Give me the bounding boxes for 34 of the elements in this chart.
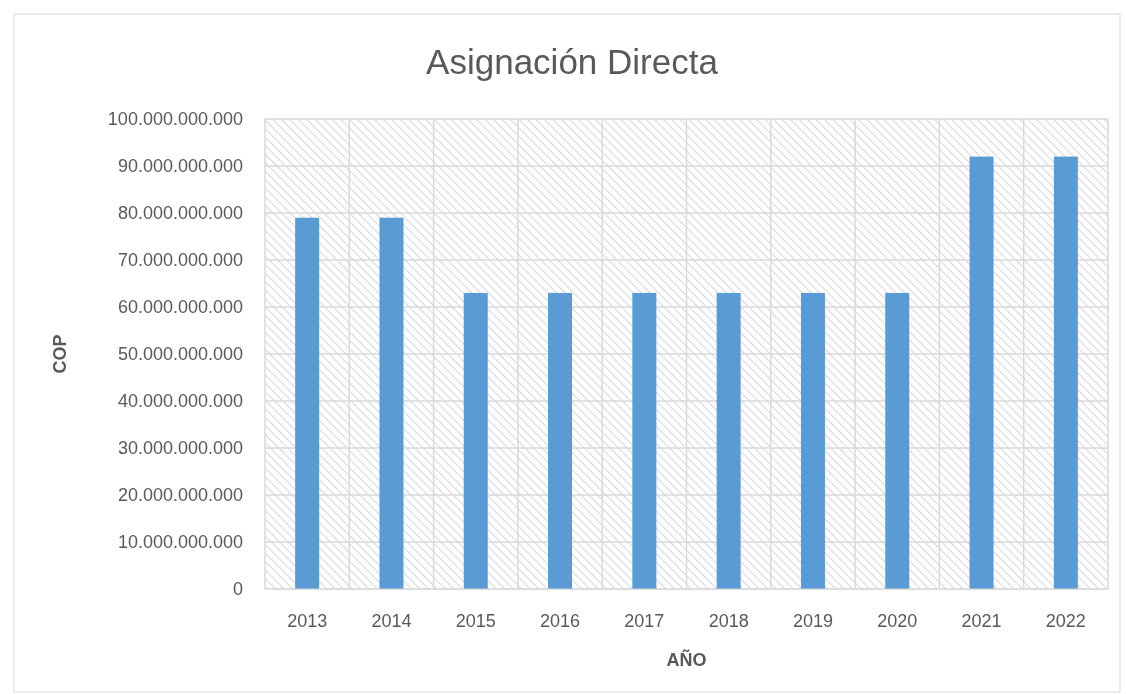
bar <box>379 217 404 589</box>
bar <box>716 292 741 589</box>
x-tick-label: 2017 <box>624 611 665 631</box>
y-tick-label: 50.000.000.000 <box>117 344 243 365</box>
x-tick-label: 2015 <box>455 611 496 631</box>
y-tick-label: 100.000.000.000 <box>107 109 243 130</box>
bar <box>1053 156 1078 589</box>
x-tick-label: 2019 <box>792 611 833 631</box>
y-tick-label: 80.000.000.000 <box>117 203 243 224</box>
y-axis-title: COP <box>50 334 70 374</box>
bar <box>969 156 994 589</box>
y-tick-label: 0 <box>232 579 243 600</box>
x-axis-title: AÑO <box>666 649 707 670</box>
y-tick-label: 10.000.000.000 <box>117 532 243 553</box>
chart-title: Asignación Directa <box>426 42 719 81</box>
bar <box>548 292 573 589</box>
y-tick-label: 70.000.000.000 <box>117 250 243 271</box>
y-tick-label: 90.000.000.000 <box>117 156 243 177</box>
x-tick-label: 2021 <box>961 611 1002 631</box>
x-tick-label: 2014 <box>371 611 412 631</box>
y-tick-label: 20.000.000.000 <box>117 485 243 506</box>
bar <box>632 292 657 589</box>
x-tick-label: 2018 <box>708 611 749 631</box>
y-tick-label: 60.000.000.000 <box>117 297 243 318</box>
bar <box>885 292 910 589</box>
y-tick-label: 40.000.000.000 <box>117 391 243 412</box>
bar <box>295 217 320 589</box>
bar <box>800 292 825 589</box>
x-tick-label: 2022 <box>1045 611 1086 631</box>
x-tick-label: 2020 <box>877 611 918 631</box>
bar <box>463 292 488 589</box>
y-tick-label: 30.000.000.000 <box>117 438 243 459</box>
x-tick-label: 2013 <box>287 611 328 631</box>
x-tick-label: 2016 <box>540 611 581 631</box>
